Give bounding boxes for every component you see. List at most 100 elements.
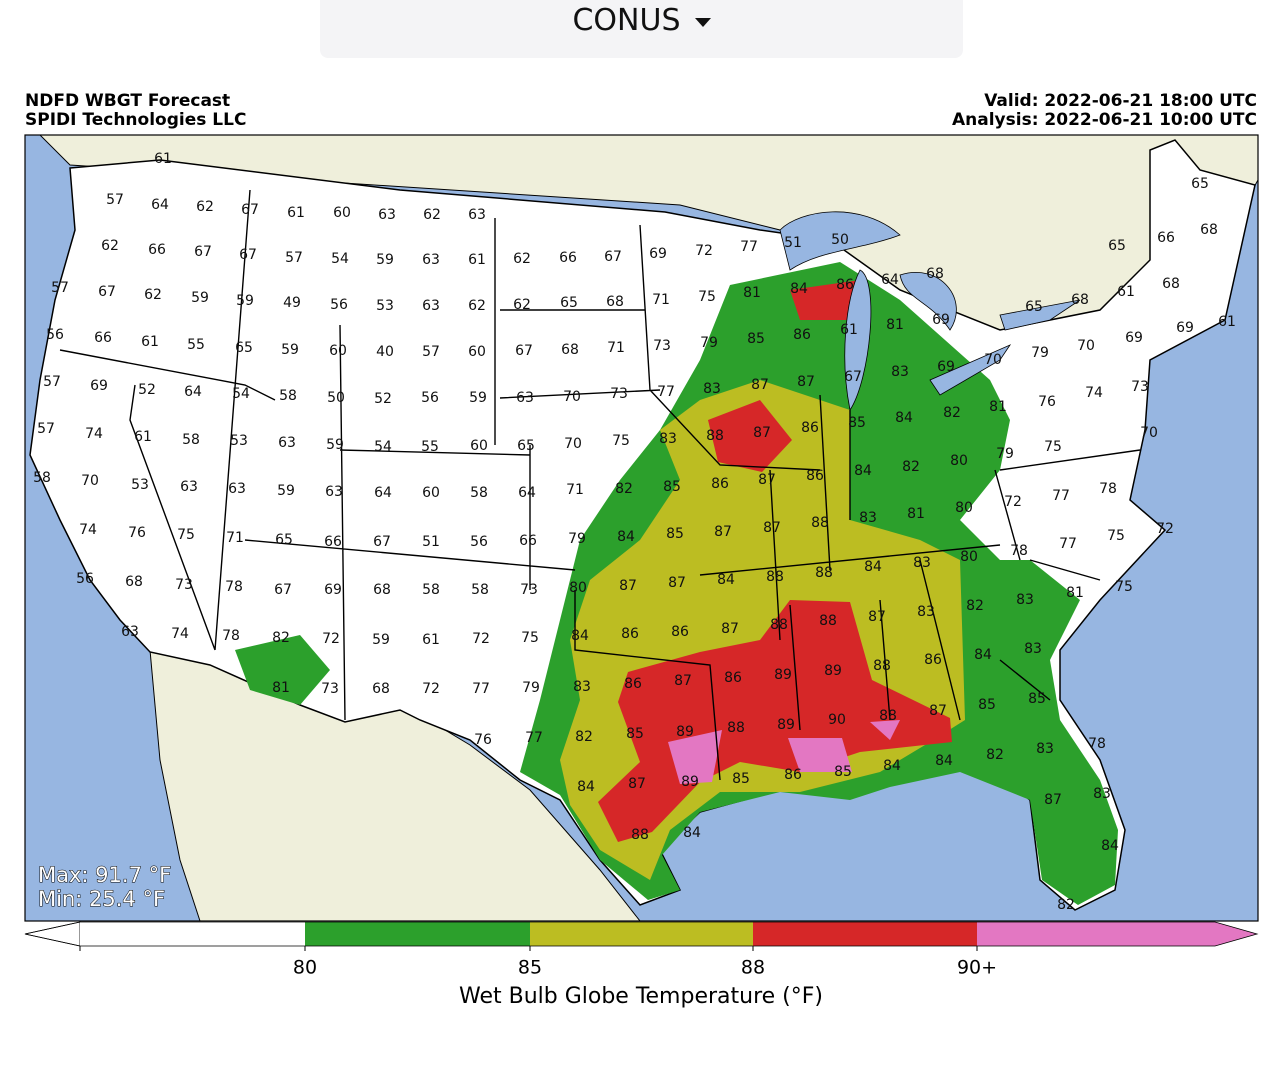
point-value: 61 [154, 151, 172, 167]
point-value: 85 [834, 764, 852, 780]
point-value: 84 [883, 758, 901, 774]
point-value: 73 [610, 386, 628, 402]
point-value: 66 [1157, 230, 1175, 246]
point-value: 87 [868, 609, 886, 625]
point-value: 84 [974, 647, 992, 663]
point-value: 82 [1057, 897, 1075, 913]
point-value: 88 [631, 827, 649, 843]
point-value: 66 [148, 242, 166, 258]
colorbar-segment [530, 922, 753, 946]
point-value: 85 [666, 526, 684, 542]
point-value: 58 [422, 582, 440, 598]
point-value: 68 [125, 574, 143, 590]
point-value: 67 [194, 244, 212, 260]
point-value: 66 [519, 533, 537, 549]
region-label[interactable]: CONUS [572, 2, 681, 38]
point-value: 54 [331, 251, 349, 267]
point-value: 65 [517, 438, 535, 454]
point-value: 79 [996, 446, 1014, 462]
point-value: 87 [628, 776, 646, 792]
point-value: 82 [575, 729, 593, 745]
point-value: 61 [422, 632, 440, 648]
point-value: 40 [376, 344, 394, 360]
point-value: 55 [187, 337, 205, 353]
point-value: 58 [182, 432, 200, 448]
point-value: 83 [703, 381, 721, 397]
point-value: 67 [515, 343, 533, 359]
point-value: 77 [740, 239, 758, 255]
point-value: 69 [1125, 330, 1143, 346]
point-value: 90 [828, 712, 846, 728]
point-value: 78 [225, 579, 243, 595]
point-value: 76 [128, 525, 146, 541]
point-value: 61 [141, 334, 159, 350]
point-value: 61 [134, 429, 152, 445]
point-value: 84 [1101, 838, 1119, 854]
map-frame [24, 134, 1259, 922]
point-value: 59 [469, 390, 487, 406]
region-selector[interactable]: CONUS [320, 0, 963, 58]
point-value: 67 [98, 284, 116, 300]
point-value: 87 [797, 374, 815, 390]
point-value: 63 [121, 624, 139, 640]
point-value: 79 [700, 335, 718, 351]
point-value: 85 [978, 697, 996, 713]
point-value: 67 [373, 534, 391, 550]
point-value: 79 [568, 531, 586, 547]
point-value: 61 [468, 252, 486, 268]
dropdown-caret[interactable] [694, 17, 711, 27]
point-value: 58 [33, 470, 51, 486]
point-value: 67 [604, 249, 622, 265]
point-value: 81 [743, 285, 761, 301]
colorbar-label: Wet Bulb Globe Temperature (°F) [459, 984, 823, 1009]
zone-90-plus [668, 720, 900, 784]
point-value: 86 [724, 670, 742, 686]
point-value: 64 [518, 485, 536, 501]
max-stat: Max: 91.7 °F [38, 863, 171, 887]
point-value: 53 [131, 477, 149, 493]
point-value: 83 [1093, 786, 1111, 802]
point-value: 80 [950, 453, 968, 469]
point-value: 54 [232, 386, 250, 402]
zone-80-85 [235, 635, 330, 705]
point-value: 60 [333, 205, 351, 221]
point-value: 63 [468, 207, 486, 223]
min-stat: Min: 25.4 °F [38, 887, 165, 911]
point-value: 83 [1036, 741, 1054, 757]
point-value: 78 [1010, 543, 1028, 559]
point-value: 66 [94, 330, 112, 346]
point-value: 83 [1024, 641, 1042, 657]
point-value: 70 [984, 352, 1002, 368]
point-value: 72 [1004, 494, 1022, 510]
point-value: 73 [321, 681, 339, 697]
point-value: 83 [917, 604, 935, 620]
point-value: 69 [1176, 320, 1194, 336]
colorbar-segment [305, 922, 530, 946]
point-value: 71 [607, 340, 625, 356]
point-value: 82 [986, 747, 1004, 763]
point-value: 58 [471, 582, 489, 598]
point-value: 74 [85, 426, 103, 442]
point-value: 56 [470, 534, 488, 550]
point-value: 75 [521, 630, 539, 646]
point-value: 82 [943, 405, 961, 421]
point-value: 69 [324, 582, 342, 598]
point-value: 64 [184, 384, 202, 400]
point-value: 61 [1117, 284, 1135, 300]
point-value: 65 [560, 295, 578, 311]
point-value: 75 [1044, 439, 1062, 455]
point-value: 62 [513, 297, 531, 313]
point-value: 89 [676, 724, 694, 740]
point-value: 61 [840, 322, 858, 338]
point-value: 72 [695, 243, 713, 259]
point-value: 58 [470, 485, 488, 501]
point-value: 70 [1140, 425, 1158, 441]
point-value: 73 [520, 582, 538, 598]
point-value: 68 [561, 342, 579, 358]
colorbar-tick-label: 88 [741, 957, 765, 979]
state-borders [59, 189, 1141, 781]
point-value: 64 [374, 485, 392, 501]
point-value: 60 [329, 343, 347, 359]
point-value: 51 [784, 235, 802, 251]
